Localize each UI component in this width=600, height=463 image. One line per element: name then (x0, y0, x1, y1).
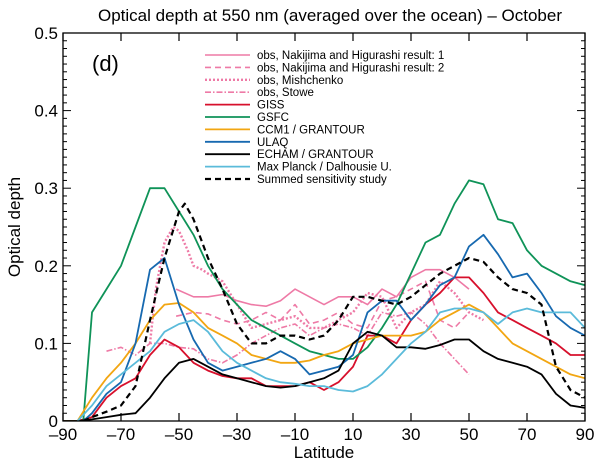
series-line-2 (148, 225, 485, 344)
series-line-10 (82, 202, 585, 421)
legend-label: Max Planck / Dalhousie U. (257, 162, 392, 174)
legend-label: obs, Nakijima and Higurashi result: 2 (257, 62, 444, 74)
y-tick-label: 0.4 (34, 102, 58, 121)
series-line-7 (82, 233, 585, 421)
legend-label: obs, Nakijima and Higurashi result: 1 (257, 50, 444, 62)
x-axis-label: Latitude (294, 443, 355, 462)
y-tick-label: 0.2 (34, 257, 58, 276)
x-tick-label: 90 (576, 425, 595, 444)
x-tick-label: –90 (49, 425, 77, 444)
y-axis-label: Optical depth (5, 177, 24, 277)
plot-frame (62, 32, 586, 422)
y-tick-label: 0.1 (34, 334, 58, 353)
x-tick-label: –30 (223, 425, 251, 444)
series-line-1 (175, 280, 470, 329)
y-tick-label: 0.5 (34, 24, 58, 43)
legend-label: obs, Mishchenko (257, 75, 343, 87)
series-line-9 (76, 307, 585, 421)
series-line-3 (106, 311, 470, 375)
series-line-0 (175, 268, 470, 308)
legend-label: obs, Stowe (257, 87, 314, 99)
y-tick-label: 0 (49, 412, 58, 431)
legend-label: Summed sensitivity study (257, 174, 387, 186)
series-line-8 (63, 330, 585, 421)
legend-label: GSFC (257, 112, 289, 124)
y-tick-label: 0.3 (34, 179, 58, 198)
x-tick-label: 30 (402, 425, 421, 444)
x-tick-label: 10 (344, 425, 363, 444)
x-tick-label: –50 (165, 425, 193, 444)
series-line-4 (77, 276, 585, 421)
legend: obs, Nakijima and Higurashi result: 1obs… (205, 50, 444, 186)
x-tick-label: –10 (281, 425, 309, 444)
legend-label: ULAQ (257, 137, 288, 149)
x-tick-label: 70 (518, 425, 537, 444)
x-tick-label: 50 (460, 425, 479, 444)
legend-label: CCM1 / GRANTOUR (257, 124, 365, 136)
chart-title: Optical depth at 550 nm (averaged over t… (98, 6, 562, 25)
panel-label: (d) (92, 51, 119, 76)
legend-label: ECHAM / GRANTOUR (257, 149, 374, 161)
legend-label: GISS (257, 100, 285, 112)
x-tick-label: –70 (107, 425, 135, 444)
